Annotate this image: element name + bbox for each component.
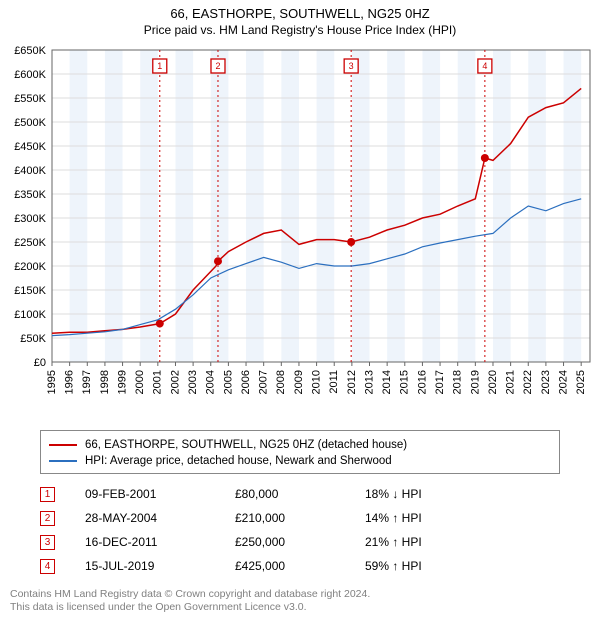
svg-text:2013: 2013 [363, 370, 375, 394]
svg-text:3: 3 [349, 61, 354, 71]
svg-text:2005: 2005 [222, 370, 234, 394]
svg-text:2002: 2002 [169, 370, 181, 394]
legend-item-hpi: HPI: Average price, detached house, Newa… [49, 453, 551, 469]
price-chart: £0 £50K £100K £150K £200K £250K £300K £350K £400… [6, 44, 594, 412]
tx-badge-icon: 2 [40, 511, 55, 526]
svg-text:£600K: £600K [14, 69, 46, 81]
tx-date: 28-MAY-2004 [85, 511, 235, 525]
svg-text:2009: 2009 [293, 370, 305, 394]
svg-text:1: 1 [157, 61, 162, 71]
footer-line2: This data is licensed under the Open Gov… [10, 601, 590, 614]
svg-text:£350K: £350K [14, 189, 46, 201]
svg-text:1998: 1998 [99, 370, 111, 394]
svg-text:£50K: £50K [20, 333, 46, 345]
svg-text:2017: 2017 [434, 370, 446, 394]
svg-text:2008: 2008 [275, 370, 287, 394]
tx-date: 16-DEC-2011 [85, 535, 235, 549]
svg-text:2011: 2011 [328, 370, 340, 394]
svg-text:2015: 2015 [399, 370, 411, 394]
svg-text:2023: 2023 [540, 370, 552, 394]
svg-text:£150K: £150K [14, 285, 46, 297]
svg-text:£450K: £450K [14, 141, 46, 153]
tx-delta: 14% ↑ HPI [365, 511, 465, 525]
chart-address: 66, EASTHORPE, SOUTHWELL, NG25 0HZ [0, 6, 600, 21]
svg-text:2000: 2000 [134, 370, 146, 394]
svg-text:1996: 1996 [64, 370, 76, 394]
legend-label-property: 66, EASTHORPE, SOUTHWELL, NG25 0HZ (deta… [85, 439, 407, 451]
tx-price: £250,000 [235, 535, 365, 549]
svg-text:2012: 2012 [346, 370, 358, 394]
svg-text:£650K: £650K [14, 45, 46, 57]
table-row: 4 15-JUL-2019 £425,000 59% ↑ HPI [40, 554, 560, 578]
svg-text:2021: 2021 [505, 370, 517, 394]
svg-text:1995: 1995 [46, 370, 58, 394]
chart-titles: 66, EASTHORPE, SOUTHWELL, NG25 0HZ Price… [0, 0, 600, 37]
svg-text:1999: 1999 [116, 370, 128, 394]
footer-line1: Contains HM Land Registry data © Crown c… [10, 588, 590, 601]
tx-price: £80,000 [235, 487, 365, 501]
svg-text:1997: 1997 [81, 370, 93, 394]
table-row: 2 28-MAY-2004 £210,000 14% ↑ HPI [40, 506, 560, 530]
tx-delta: 21% ↑ HPI [365, 535, 465, 549]
table-row: 3 16-DEC-2011 £250,000 21% ↑ HPI [40, 530, 560, 554]
legend-swatch-hpi [49, 460, 77, 462]
tx-badge-icon: 1 [40, 487, 55, 502]
legend-swatch-property [49, 444, 77, 446]
svg-text:2019: 2019 [469, 370, 481, 394]
tx-price: £425,000 [235, 559, 365, 573]
svg-text:£100K: £100K [14, 309, 46, 321]
footer: Contains HM Land Registry data © Crown c… [10, 588, 590, 614]
tx-date: 09-FEB-2001 [85, 487, 235, 501]
tx-badge-icon: 4 [40, 559, 55, 574]
svg-text:2004: 2004 [205, 370, 217, 394]
svg-text:£400K: £400K [14, 165, 46, 177]
tx-delta: 18% ↓ HPI [365, 487, 465, 501]
svg-text:£0: £0 [34, 357, 46, 369]
tx-badge-icon: 3 [40, 535, 55, 550]
tx-delta: 59% ↑ HPI [365, 559, 465, 573]
svg-text:2018: 2018 [452, 370, 464, 394]
svg-text:2007: 2007 [258, 370, 270, 394]
svg-text:£300K: £300K [14, 213, 46, 225]
svg-text:2010: 2010 [310, 370, 322, 394]
svg-text:2003: 2003 [187, 370, 199, 394]
svg-text:£200K: £200K [14, 261, 46, 273]
svg-text:£250K: £250K [14, 237, 46, 249]
transactions-table: 1 09-FEB-2001 £80,000 18% ↓ HPI 2 28-MAY… [40, 482, 560, 578]
svg-text:4: 4 [482, 61, 487, 71]
svg-text:2020: 2020 [487, 370, 499, 394]
legend: 66, EASTHORPE, SOUTHWELL, NG25 0HZ (deta… [40, 430, 560, 474]
svg-text:2024: 2024 [557, 370, 569, 394]
svg-text:£550K: £550K [14, 93, 46, 105]
svg-text:2022: 2022 [522, 370, 534, 394]
svg-text:2025: 2025 [575, 370, 587, 394]
svg-text:2014: 2014 [381, 370, 393, 394]
chart-subtitle: Price paid vs. HM Land Registry's House … [0, 23, 600, 37]
svg-text:2016: 2016 [416, 370, 428, 394]
tx-price: £210,000 [235, 511, 365, 525]
legend-label-hpi: HPI: Average price, detached house, Newa… [85, 455, 392, 467]
svg-text:2001: 2001 [152, 370, 164, 394]
legend-item-property: 66, EASTHORPE, SOUTHWELL, NG25 0HZ (deta… [49, 437, 551, 453]
tx-date: 15-JUL-2019 [85, 559, 235, 573]
chart-svg: £0 £50K £100K £150K £200K £250K £300K £350K £400… [6, 44, 594, 412]
table-row: 1 09-FEB-2001 £80,000 18% ↓ HPI [40, 482, 560, 506]
svg-text:2006: 2006 [240, 370, 252, 394]
svg-text:2: 2 [215, 61, 220, 71]
svg-text:£500K: £500K [14, 117, 46, 129]
